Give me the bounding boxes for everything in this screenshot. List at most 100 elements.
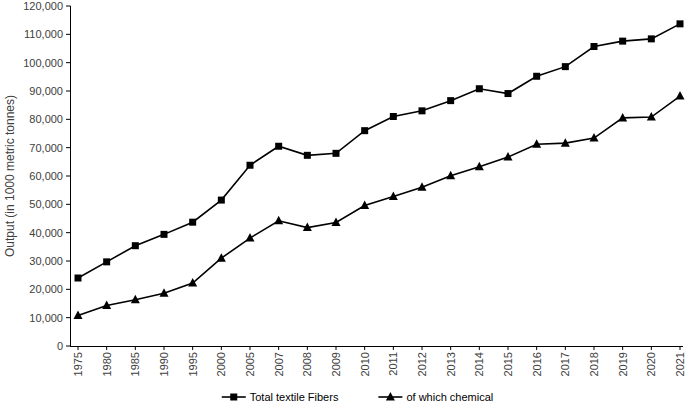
x-tick-label: 2019 bbox=[617, 352, 629, 376]
y-tick bbox=[66, 346, 71, 347]
point bbox=[360, 200, 369, 209]
y-tick-label: 100,000 bbox=[23, 57, 63, 69]
x-tick-label: 2011 bbox=[387, 352, 399, 376]
x-tick-label: 1990 bbox=[158, 352, 170, 376]
point bbox=[102, 300, 111, 309]
point bbox=[361, 127, 368, 134]
point bbox=[332, 217, 341, 226]
y-axis-label: Output (in 1000 metric tonnes) bbox=[3, 95, 17, 257]
point bbox=[74, 310, 83, 319]
y-tick bbox=[66, 6, 71, 7]
point bbox=[476, 85, 483, 92]
y-tick bbox=[66, 147, 71, 148]
y-tick-label: 110,000 bbox=[24, 28, 63, 40]
point bbox=[676, 91, 685, 100]
x-tick bbox=[135, 346, 136, 350]
point bbox=[189, 219, 196, 226]
y-tick-label: 30,000 bbox=[29, 255, 63, 267]
x-tick bbox=[651, 346, 652, 350]
x-tick-label: 2013 bbox=[445, 352, 457, 376]
y-tick-label: 70,000 bbox=[29, 142, 63, 154]
point bbox=[246, 233, 255, 242]
x-tick bbox=[479, 346, 480, 350]
x-tick-label: 1980 bbox=[101, 352, 113, 376]
point bbox=[218, 197, 225, 204]
point bbox=[561, 138, 570, 147]
point bbox=[389, 191, 398, 200]
x-tick-label: 1995 bbox=[187, 352, 199, 376]
point bbox=[274, 216, 283, 225]
x-tick-label: 2021 bbox=[674, 352, 685, 376]
series bbox=[75, 20, 684, 281]
x-tick-label: 2012 bbox=[416, 352, 428, 376]
point bbox=[161, 231, 168, 238]
series-line bbox=[78, 96, 680, 315]
point bbox=[188, 278, 197, 287]
x-tick bbox=[422, 346, 423, 350]
x-axis bbox=[70, 346, 683, 347]
x-tick-label: 2007 bbox=[273, 352, 285, 376]
y-tick-label: 40,000 bbox=[29, 227, 63, 239]
y-tick bbox=[66, 289, 71, 290]
y-tick-label: 60,000 bbox=[29, 170, 63, 182]
y-tick bbox=[66, 62, 71, 63]
x-tick bbox=[508, 346, 509, 350]
y-tick bbox=[66, 176, 71, 177]
x-tick-label: 2016 bbox=[531, 352, 543, 376]
y-tick-label: 90,000 bbox=[29, 85, 63, 97]
point bbox=[447, 97, 454, 104]
y-tick bbox=[66, 91, 71, 92]
point bbox=[677, 20, 684, 27]
x-tick-label: 2005 bbox=[244, 352, 256, 376]
y-tick-label: 20,000 bbox=[29, 283, 63, 295]
point bbox=[131, 295, 140, 304]
x-tick-label: 2014 bbox=[473, 352, 485, 376]
x-tick bbox=[278, 346, 279, 350]
legend-marker bbox=[386, 392, 395, 401]
point bbox=[304, 152, 311, 159]
x-tick-label: 2020 bbox=[645, 352, 657, 376]
point bbox=[446, 171, 455, 180]
chart: 010,00020,00030,00040,00050,00060,00070,… bbox=[0, 0, 685, 414]
x-tick-label: 2009 bbox=[330, 352, 342, 376]
legend-marker bbox=[230, 394, 237, 401]
x-tick bbox=[307, 346, 308, 350]
point bbox=[533, 73, 540, 80]
point bbox=[160, 288, 169, 297]
point bbox=[333, 150, 340, 157]
y-tick-label: 0 bbox=[57, 340, 63, 352]
x-tick bbox=[164, 346, 165, 350]
y-tick bbox=[66, 232, 71, 233]
x-tick bbox=[450, 346, 451, 350]
point bbox=[562, 63, 569, 70]
point bbox=[103, 258, 110, 265]
point bbox=[505, 90, 512, 97]
point bbox=[532, 139, 541, 148]
point bbox=[217, 253, 226, 261]
x-tick bbox=[565, 346, 566, 350]
point bbox=[647, 112, 656, 121]
point bbox=[390, 113, 397, 120]
y-tick-label: 50,000 bbox=[29, 198, 63, 210]
x-tick-label: 1975 bbox=[72, 352, 84, 376]
y-tick bbox=[66, 34, 71, 35]
x-tick-label: 2000 bbox=[215, 352, 227, 376]
x-tick bbox=[336, 346, 337, 350]
legend-label: Total textile Fibers bbox=[250, 391, 339, 403]
x-tick-label: 2008 bbox=[301, 352, 313, 376]
x-tick bbox=[221, 346, 222, 350]
x-tick bbox=[594, 346, 595, 350]
point bbox=[247, 162, 254, 169]
x-tick bbox=[622, 346, 623, 350]
point bbox=[419, 107, 426, 114]
x-tick bbox=[680, 346, 681, 350]
legend-label: of which chemical bbox=[406, 391, 493, 403]
point bbox=[590, 133, 599, 142]
y-tick bbox=[66, 317, 71, 318]
point bbox=[591, 43, 598, 50]
y-tick bbox=[66, 261, 71, 262]
series-line bbox=[78, 24, 680, 278]
x-tick-label: 2017 bbox=[559, 352, 571, 376]
point bbox=[618, 113, 627, 122]
x-tick-label: 2010 bbox=[359, 352, 371, 376]
